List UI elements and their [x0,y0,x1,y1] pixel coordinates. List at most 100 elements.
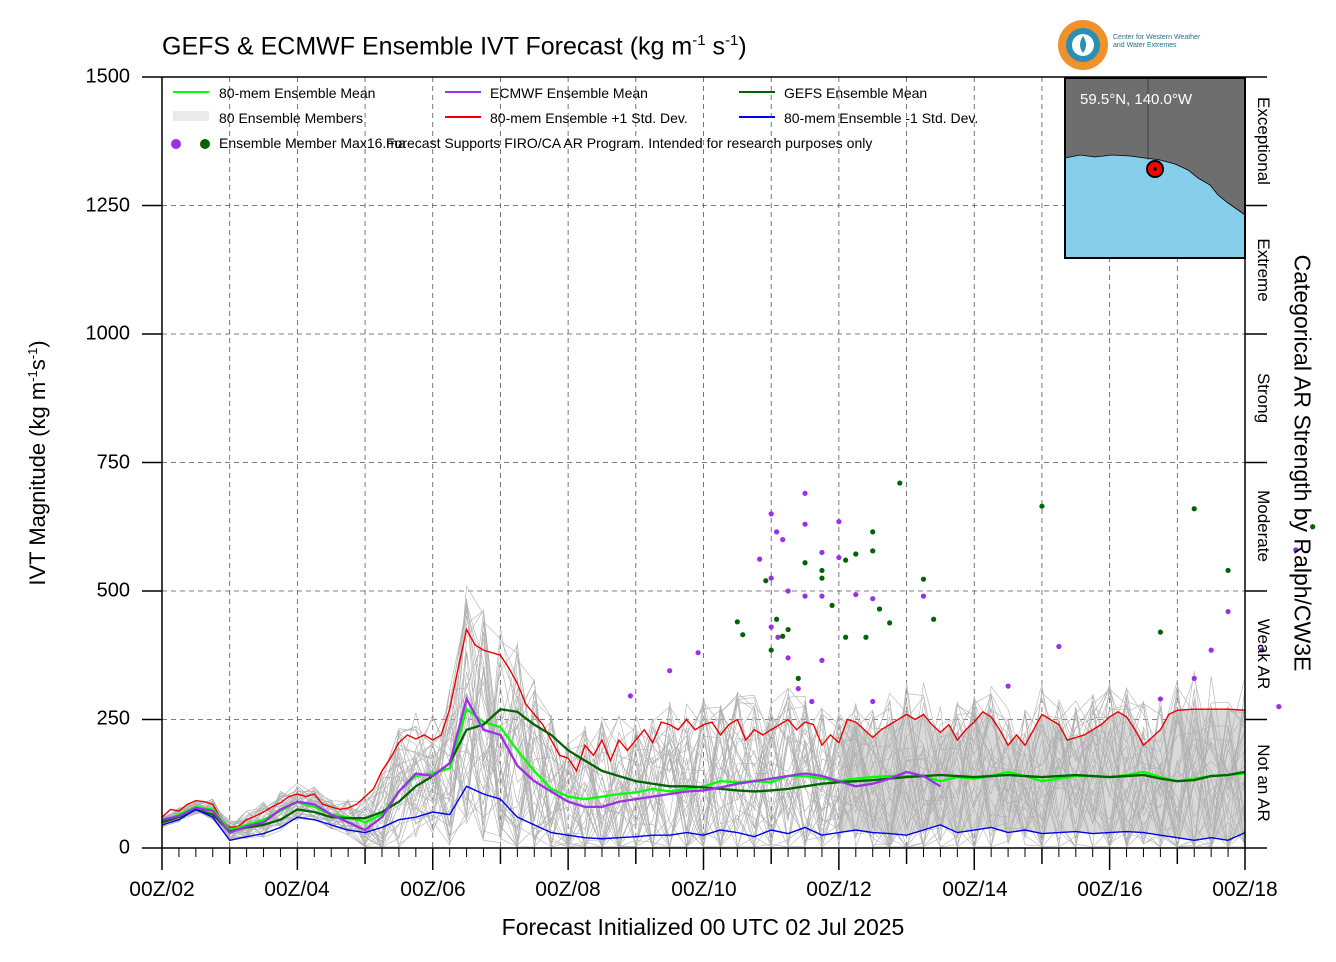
ecmwf-max-point [836,554,842,561]
x-tick-label: 00Z/12 [806,878,872,901]
gefs-max-point [802,560,808,566]
category-strong: Strong [1254,372,1273,424]
x-tick-label: 00Z/02 [129,878,195,901]
ecmwf-max-point [809,698,815,705]
ecmwf-max-point [1056,643,1062,650]
ecmwf-max-point [836,519,842,525]
ecmwf-max-point [920,593,927,599]
gefs-max-point [1191,506,1197,512]
gefs-max-point [1039,503,1045,509]
gefs-max-point [795,675,801,681]
ensemble-member-line [161,615,1246,848]
x-tick-label: 00Z/14 [942,878,1008,901]
gefs-max-point [774,616,780,622]
ecmwf-max-point [802,593,808,599]
ecmwf-max-point [785,588,791,594]
gefs-max-point [740,632,746,638]
inset-map-frame [1064,77,1246,259]
x-tick-label: 00Z/08 [535,878,601,901]
ensemble-member-line [161,670,1246,848]
legend-gefs-max-dot [200,139,210,149]
ecmwf-max-point [667,668,673,674]
x-tick-label: 00Z/10 [671,878,737,901]
x-axis-label: Forecast Initialized 00 UTC 02 Jul 2025 [501,914,905,940]
legend-gefs: GEFS Ensemble Mean [784,85,928,101]
legend-plus: 80-mem Ensemble +1 Std. Dev. [490,110,688,126]
ecmwf-max-point [785,655,791,661]
ecmwf-max-point [1276,704,1282,710]
category-extreme: Extreme [1254,238,1273,302]
ecmwf-max-point [802,521,808,527]
ensemble-member-line [161,692,1246,848]
ecmwf-max-point [757,556,763,562]
category-not-an-ar: Not an AR [1254,744,1273,822]
legend-max: Ensemble Member Max16.ma [219,135,406,151]
gefs-max-point [843,557,849,563]
y-tick-label: 250 [96,707,130,730]
gefs-max-point [870,548,876,554]
ensemble-member-line [161,688,1246,848]
ecmwf-max-point [627,693,633,699]
ecmwf-max-point [768,511,774,517]
y-tick-label: 0 [118,836,130,859]
gefs-max-point [897,480,903,486]
location-marker-center [1153,167,1157,171]
gefs-max-point [734,619,740,625]
gefs-max-point [780,633,786,639]
ecmwf-max-point [1208,647,1214,653]
gefs-max-point [763,578,769,584]
ecmwf-max-point [802,490,808,496]
ensemble-member-line [161,685,1246,848]
gefs-max-point [931,616,937,622]
ensemble-member-line [161,638,1246,848]
ecmwf-max-point [795,686,801,692]
gefs-max-point [876,606,883,612]
gefs-max-point [920,576,927,582]
logo-text: Center for Western Weather and Water Extr… [1113,34,1201,49]
x-tick-label: 00Z/06 [400,878,466,901]
gefs-max-point [819,575,825,581]
ecmwf-max-point [768,624,774,630]
ecmwf-max-point [870,596,876,602]
legend-mean: 80-mem Ensemble Mean [219,85,376,101]
legend-ecmwf-max-dot [171,139,181,149]
ecmwf-max-point [774,529,780,535]
y-tick-label: 1000 [85,322,131,345]
category-moderate: Moderate [1254,490,1273,562]
legend-minus: 80-mem Ensemble -1 Std. Dev. [784,110,979,126]
legend-ecmwf: ECMWF Ensemble Mean [490,85,648,101]
ecmwf-max-point [768,575,774,581]
ensemble-member-line [161,653,1246,848]
legend-members: 80 Ensemble Members [219,110,363,126]
water-drop-icon [1080,36,1086,53]
y-tick-label: 1500 [85,65,131,88]
ecmwf-max-point [819,549,825,556]
gefs-max-point [853,551,859,557]
ecmwf-max-point [1157,696,1163,702]
ecmwf-max-point [1259,647,1265,653]
ecmwf-max-point [1191,675,1197,681]
gefs-max-point [829,602,835,608]
ensemble-member-line [161,654,1246,849]
ecmwf-max-point [780,537,786,543]
ecmwf-max-point [1225,608,1231,615]
x-tick-label: 00Z/16 [1077,878,1143,901]
inset-location-label: 59.5°N, 140.0°W [1080,91,1193,108]
gefs-max-point [819,567,825,574]
gefs-max-point [1157,629,1163,635]
gefs-max-point [843,634,849,640]
gefs-max-point [1225,567,1231,574]
x-tick-label: 00Z/18 [1212,878,1278,901]
y-tick-label: 500 [96,579,130,602]
minus-std-line [161,785,1246,842]
plus-std-line [161,627,1246,829]
gefs-max-point [768,647,774,653]
ecmwf-max-point [819,657,825,663]
ensemble-member-line [161,598,1246,848]
ecmwf-mean-line [161,695,942,834]
ecmwf-max-point [870,698,876,705]
right-axis-label: Categorical AR Strength by Ralph/CW3E [1289,254,1316,672]
category-exceptional: Exceptional [1254,97,1273,185]
gefs-max-point [887,620,893,626]
